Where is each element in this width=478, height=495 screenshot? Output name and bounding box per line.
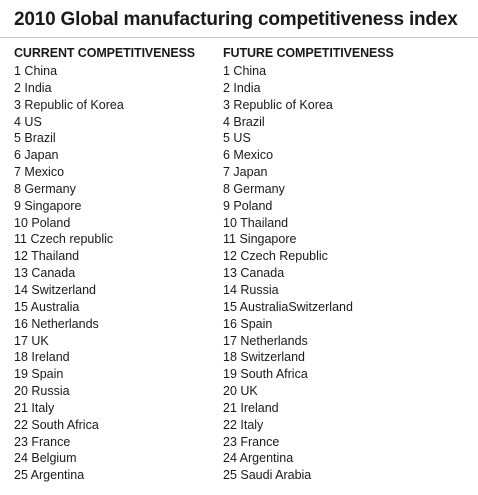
current-rank-item: 7 Mexico [14, 165, 65, 180]
future-rank-item: 13 Canada [223, 266, 285, 281]
current-rank-item: 3 Republic of Korea [14, 97, 124, 112]
future-rank-item: 11 Singapore [223, 232, 297, 247]
current-competitiveness-column: CURRENT COMPETITIVENESS 1 China 2 India 3 … [14, 46, 195, 484]
current-rank-item: 14 Switzerland [14, 282, 96, 297]
current-rank-item: 9 Singapore [14, 198, 82, 213]
current-rank-item: 18 Ireland [14, 350, 70, 365]
current-rank-item: 6 Japan [14, 148, 59, 163]
future-rank-item: 24 Argentina [223, 451, 294, 466]
current-rank-item: 16 Netherlands [14, 316, 99, 331]
current-rank-item: 11 Czech republic [14, 232, 114, 247]
current-rank-item: 10 Poland [14, 215, 71, 230]
current-rank-item: 17 UK [14, 333, 49, 348]
current-rank-item: 12 Thailand [14, 249, 80, 264]
future-rank-item: 5 US [223, 131, 251, 146]
current-column-header: CURRENT COMPETITIVENESS [14, 46, 196, 60]
current-rank-item: 15 Australia [14, 299, 80, 314]
future-column-header: FUTURE COMPETITIVENESS [223, 46, 394, 60]
future-ranking-list: 1 China 2 India 3 Republic of Korea 4 Brazi… [223, 63, 394, 484]
future-rank-item: 2 India [223, 80, 261, 95]
current-rank-item: 8 Germany [14, 181, 76, 196]
current-rank-item: 24 Belgium [14, 451, 77, 466]
page-title: 2010 Global manufacturing competitivenes… [14, 9, 458, 30]
current-rank-item: 2 India [14, 80, 52, 95]
future-rank-item: 1 China [223, 64, 267, 78]
future-rank-item: 15 AustraliaSwitzerland [223, 299, 353, 314]
future-rank-item: 25 Saudi Arabia [223, 468, 312, 483]
future-rank-item: 22 Italy [223, 417, 264, 432]
future-rank-item: 20 UK [223, 384, 258, 399]
future-rank-item: 7 Japan [223, 165, 268, 180]
title-divider [0, 37, 478, 38]
current-rank-item: 22 South Africa [14, 417, 99, 432]
future-rank-item: 14 Russia [223, 282, 279, 297]
future-rank-item: 6 Mexico [223, 148, 274, 163]
future-competitiveness-column: FUTURE COMPETITIVENESS 1 China 2 India 3 R… [223, 46, 394, 484]
current-rank-item: 5 Brazil [14, 131, 56, 146]
future-rank-item: 21 Ireland [223, 400, 279, 415]
current-rank-item: 25 Argentina [14, 468, 85, 483]
future-rank-item: 3 Republic of Korea [223, 97, 333, 112]
future-rank-item: 12 Czech Republic [223, 249, 328, 264]
current-rank-item: 19 Spain [14, 367, 64, 382]
current-rank-item: 1 China [14, 64, 58, 78]
current-rank-item: 20 Russia [14, 384, 70, 399]
future-rank-item: 17 Netherlands [223, 333, 308, 348]
current-rank-item: 13 Canada [14, 266, 76, 281]
future-rank-item: 10 Thailand [223, 215, 289, 230]
future-rank-item: 8 Germany [223, 181, 285, 196]
current-ranking-list: 1 China 2 India 3 Republic of Korea 4 US 5 B… [14, 63, 195, 484]
future-rank-item: 16 Spain [223, 316, 273, 331]
current-rank-item: 23 France [14, 434, 71, 449]
current-rank-item: 21 Italy [14, 400, 55, 415]
future-rank-item: 9 Poland [223, 198, 273, 213]
future-rank-item: 18 Switzerland [223, 350, 305, 365]
future-rank-item: 23 France [223, 434, 280, 449]
future-rank-item: 4 Brazil [223, 114, 265, 129]
future-rank-item: 19 South Africa [223, 367, 308, 382]
current-rank-item: 4 US [14, 114, 42, 129]
